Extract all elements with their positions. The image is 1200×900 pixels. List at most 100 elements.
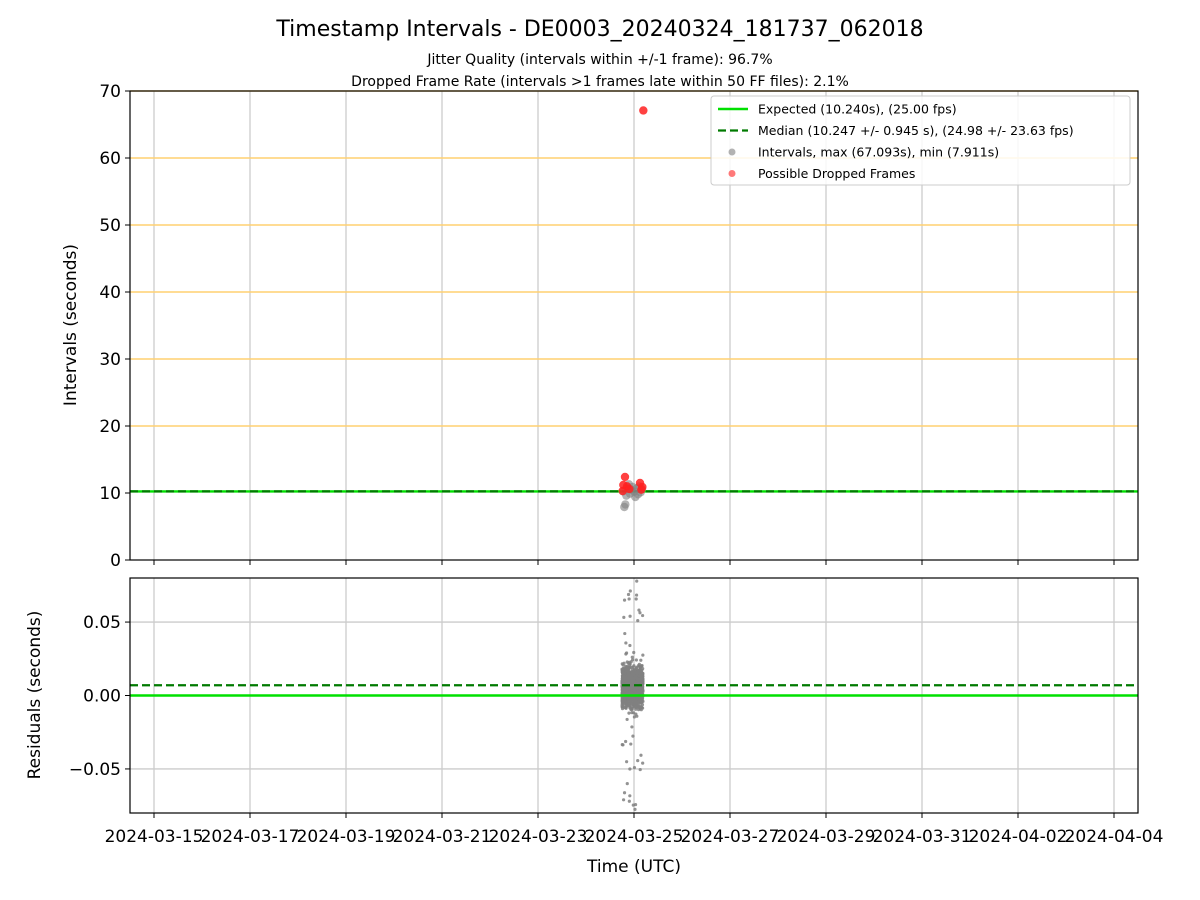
chart-subtitle-jitter: Jitter Quality (intervals within +/-1 fr… [426,52,772,68]
residual-point [632,650,636,655]
residual-point [622,598,627,602]
residual-point [638,680,643,684]
y-tick-label: 60 [99,149,121,169]
residual-point [635,677,640,681]
residual-point [624,669,628,673]
chart-subtitle-dropped: Dropped Frame Rate (intervals >1 frames … [351,74,849,90]
residual-point [631,665,635,669]
residual-point [639,658,643,662]
legend: Expected (10.240s), (25.00 fps) Median (1… [710,95,1131,186]
residual-point [620,743,624,747]
residual-point [630,706,634,710]
residual-point [624,739,628,744]
dropped-frame-point [620,472,630,482]
residual-point [640,668,644,672]
residual-point [637,608,641,612]
residual-point [625,660,629,664]
x-tick-label: 2024-03-27 [681,827,780,847]
x-tick-label: 2024-03-29 [777,827,876,847]
residual-point [628,679,632,683]
residual-point [626,686,630,690]
y-tick-label: 40 [99,283,121,303]
residual-point [625,760,629,764]
residual-point [623,678,627,682]
residual-point [638,674,642,678]
residual-point [634,671,638,675]
residual-point [638,611,642,615]
residual-point [640,674,645,678]
x-tick-label: 2024-03-21 [393,827,492,847]
residual-point [629,660,633,664]
legend-entry-label: Possible Dropped Frames [758,166,915,181]
residual-point [624,652,628,656]
residual-point [622,791,627,795]
chart-title: Timestamp Intervals - DE0003_20240324_18… [275,17,923,42]
residual-point [627,665,631,670]
residual-point [640,689,644,693]
residual-point [639,753,643,757]
residual-point [631,697,635,701]
residual-point [633,690,637,694]
residual-point [633,702,637,706]
residual-point [635,714,639,718]
residual-point [621,668,625,672]
residual-point [636,707,641,712]
y-tick-label: 0.05 [83,613,121,633]
y-tick-label: 0 [110,551,121,571]
residual-point [625,782,629,786]
y-tick-label: −0.05 [69,760,121,780]
residual-point [620,705,624,709]
residual-point [629,742,633,746]
legend-entry-label: Median (10.247 +/- 0.945 s), (24.98 +/- … [758,123,1074,138]
x-tick-label: 2024-03-17 [201,827,300,847]
residual-point [621,700,625,704]
x-tick-label: 2024-03-15 [105,827,204,847]
residual-point [627,677,631,681]
residual-point [622,615,626,620]
residual-point [636,700,640,705]
residual-point [628,663,632,667]
y-tick-label: 0.00 [83,687,121,707]
residual-point [633,802,638,807]
residual-point [628,767,632,771]
x-tick-label: 2024-03-25 [585,827,684,847]
residual-point [638,665,643,669]
residual-point [634,593,639,597]
residual-point [629,687,633,691]
y-tick-label: 30 [99,350,121,370]
residual-point [632,673,636,677]
y-tick-label: 20 [99,417,121,437]
legend-swatch-marker [728,148,736,156]
residual-point [628,643,632,648]
x-axis-label: Time (UTC) [586,857,681,877]
legend-entry-label: Intervals, max (67.093s), min (7.911s) [758,145,999,160]
residual-point [624,706,628,710]
residual-point [632,766,637,770]
residual-point [640,696,644,701]
x-tick-label: 2024-03-31 [873,827,972,847]
residual-point [627,671,631,675]
x-tick-label: 2024-04-04 [1065,827,1164,847]
residual-point [627,597,631,601]
residual-point [628,696,632,700]
residual-point [623,631,627,636]
residual-point [641,761,645,765]
y-axis-label-residuals: Residuals (seconds) [25,611,45,780]
residual-point [636,759,640,763]
residual-point [634,658,638,662]
residual-point [636,619,640,623]
residual-point [628,589,632,593]
residual-point [620,675,625,679]
residual-point [626,690,631,694]
residual-point [633,807,637,811]
residual-point [621,798,626,802]
residual-point [630,655,634,659]
residual-point [622,661,626,665]
residual-point [631,734,635,738]
residual-point [635,686,639,690]
residual-point [632,711,636,715]
residual-point [626,592,631,597]
residual-point [621,691,625,695]
